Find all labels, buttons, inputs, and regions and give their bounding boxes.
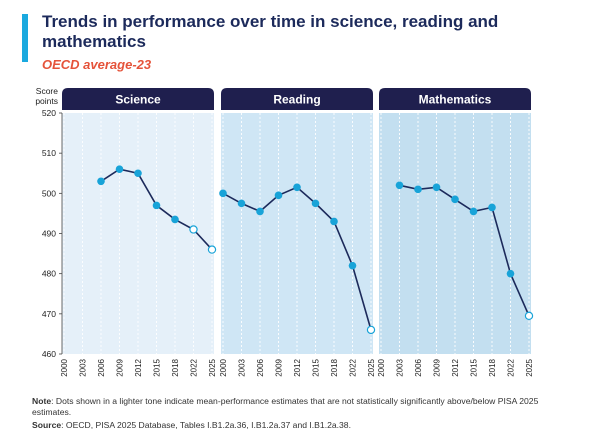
x-tick-label: 2015 bbox=[312, 358, 321, 376]
data-point bbox=[237, 199, 246, 208]
data-point bbox=[414, 185, 422, 194]
data-point bbox=[506, 269, 515, 278]
panel-mathematics: Mathematics 2000 2003 2006 2009 2012 2015 2018 2… bbox=[377, 88, 534, 377]
source-label: Source bbox=[32, 420, 62, 430]
data-point bbox=[152, 201, 161, 210]
panel-header bbox=[221, 88, 373, 110]
panel-header bbox=[62, 88, 214, 110]
data-point bbox=[256, 207, 264, 216]
chart-note: Note: Dots shown in a lighter tone indic… bbox=[32, 396, 572, 418]
data-point bbox=[432, 183, 441, 192]
data-point bbox=[219, 189, 227, 198]
x-tick-label: 2012 bbox=[293, 358, 302, 376]
data-point bbox=[274, 191, 283, 200]
x-tick-label: 2003 bbox=[396, 358, 405, 376]
panel-header-label: Science bbox=[115, 93, 161, 107]
y-axis-label-line: Score bbox=[36, 86, 58, 96]
note-label: Note bbox=[32, 396, 52, 406]
chart-source: Source: OECD, PISA 2025 Database, Tables… bbox=[32, 420, 572, 431]
chart-subtitle: OECD average-23 bbox=[42, 57, 152, 72]
y-tick-label: 500 bbox=[42, 188, 56, 198]
data-point bbox=[115, 165, 124, 174]
y-tick-label: 460 bbox=[42, 349, 56, 359]
x-tick-label: 2000 bbox=[219, 358, 228, 376]
x-tick-label: 2009 bbox=[275, 358, 284, 376]
y-tick-label: 470 bbox=[42, 309, 56, 319]
data-point bbox=[469, 207, 478, 216]
data-point bbox=[97, 177, 105, 186]
x-tick-label: 2018 bbox=[330, 358, 339, 376]
x-tick-label: 2003 bbox=[238, 358, 247, 376]
x-tick-label: 2006 bbox=[414, 358, 423, 376]
data-point bbox=[395, 181, 404, 190]
data-point bbox=[293, 183, 301, 192]
data-point-light bbox=[366, 325, 376, 335]
data-point-light bbox=[207, 245, 217, 254]
source-text: : OECD, PISA 2025 Database, Tables I.B1.… bbox=[61, 420, 351, 430]
panel-header bbox=[379, 88, 531, 110]
panel-header-label: Mathematics bbox=[419, 93, 492, 107]
x-tick-label: 2018 bbox=[171, 358, 180, 376]
panel-science: Science 2000 2003 2006 2009 2012 2015 2018 2022 2… bbox=[60, 88, 217, 377]
data-point bbox=[311, 199, 320, 208]
x-tick-label: 2018 bbox=[488, 358, 497, 376]
x-tick-label: 2003 bbox=[79, 358, 88, 376]
data-point bbox=[134, 169, 142, 178]
x-tick-label: 2006 bbox=[256, 358, 265, 376]
x-tick-label: 2006 bbox=[97, 358, 106, 376]
x-tick-label: 2012 bbox=[134, 358, 143, 376]
x-tick-label: 2000 bbox=[377, 358, 386, 376]
panel-reading: Reading 2000 2003 2006 2009 2012 2015 2018 2022 2… bbox=[219, 88, 376, 377]
data-point bbox=[330, 217, 338, 226]
panel-header-label: Reading bbox=[273, 93, 320, 107]
chart-title: Trends in performance over time in scien… bbox=[42, 12, 499, 51]
x-tick-label: 2022 bbox=[349, 358, 358, 376]
data-point bbox=[348, 261, 357, 270]
x-tick-label: 2015 bbox=[153, 358, 162, 376]
y-tick-label: 510 bbox=[42, 148, 56, 158]
data-point-light bbox=[189, 225, 198, 234]
y-tick-label: 480 bbox=[42, 269, 56, 279]
y-axis-label-line: points bbox=[35, 96, 58, 106]
x-tick-label: 2012 bbox=[451, 358, 460, 376]
data-point bbox=[171, 215, 179, 224]
data-point bbox=[451, 195, 459, 204]
data-point-light bbox=[524, 311, 534, 321]
x-tick-label: 2025 bbox=[525, 358, 534, 376]
x-tick-label: 2022 bbox=[190, 358, 199, 376]
title-accent-bar bbox=[22, 14, 28, 62]
note-text: : Dots shown in a lighter tone indicate … bbox=[32, 396, 539, 417]
data-point bbox=[488, 203, 496, 212]
x-tick-label: 2025 bbox=[367, 358, 376, 376]
y-tick-label: 490 bbox=[42, 229, 56, 239]
x-tick-label: 2022 bbox=[507, 358, 516, 376]
x-tick-label: 2015 bbox=[470, 358, 479, 376]
x-tick-label: 2009 bbox=[116, 358, 125, 376]
x-tick-label: 2000 bbox=[60, 358, 69, 376]
x-tick-label: 2025 bbox=[208, 358, 217, 376]
y-axis-label: Score points bbox=[35, 86, 58, 106]
x-tick-label: 2009 bbox=[433, 358, 442, 376]
y-tick-label: 520 bbox=[42, 108, 56, 118]
